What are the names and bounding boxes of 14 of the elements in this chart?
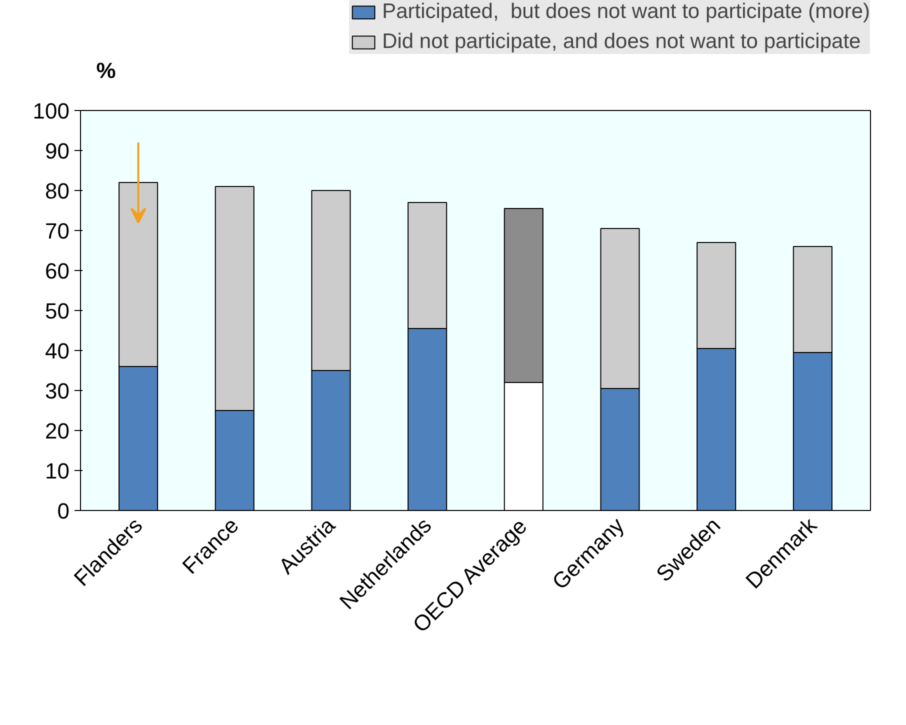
y-tick-label: 60 (45, 258, 70, 284)
legend-label: Did not participate, and does not want to participate (382, 30, 861, 54)
y-tick-label: 20 (45, 418, 70, 444)
y-tick-label: 10 (45, 458, 70, 484)
y-tick-label: 50 (45, 298, 70, 324)
y-tick-label: 100 (32, 98, 70, 124)
y-tick-label: 0 (57, 498, 70, 524)
legend-label: Participated, but does not want to participate (more) (382, 0, 870, 24)
y-tick-label: 30 (45, 378, 70, 404)
y-axis-title: % (96, 58, 116, 83)
y-tick-label: 90 (45, 138, 70, 164)
y-tick-label: 80 (45, 178, 70, 204)
y-tick-label: 40 (45, 338, 70, 364)
y-tick-label: 70 (45, 218, 70, 244)
